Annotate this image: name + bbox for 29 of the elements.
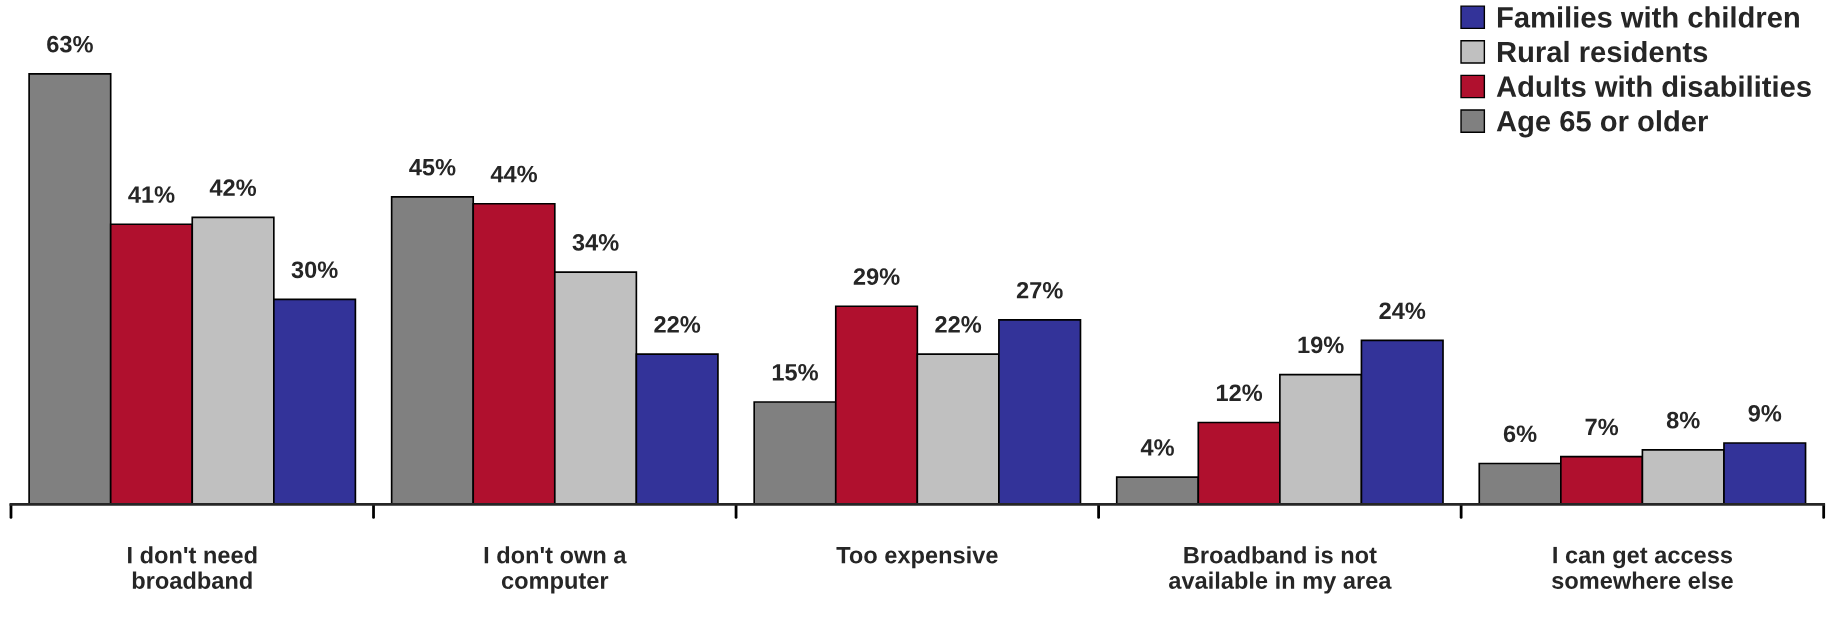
data-label: 45% <box>409 158 456 176</box>
legend-label: Age 65 or older <box>1496 110 1708 138</box>
legend-label: Adults with disabilities <box>1496 75 1811 97</box>
data-label: 15% <box>772 363 818 381</box>
data-label: 7% <box>1585 418 1619 436</box>
data-label: 9% <box>1748 404 1782 422</box>
data-label: 4% <box>1140 439 1174 456</box>
data-label: 34% <box>572 234 619 251</box>
data-label: 42% <box>209 179 257 197</box>
data-label: 30% <box>291 261 338 279</box>
x-tick-label: Broadband is not available in my area <box>1169 546 1392 594</box>
x-tick-label: I don't need broadband <box>128 546 257 589</box>
legend-label: Rural residents <box>1497 40 1708 63</box>
data-label: 44% <box>490 165 538 183</box>
data-label: 63% <box>47 35 93 53</box>
data-label: 41% <box>128 186 175 203</box>
x-tick-label: I can get access somewhere else <box>1552 546 1733 589</box>
data-label: 12% <box>1216 384 1263 402</box>
data-label: 29% <box>853 268 900 285</box>
data-label: 22% <box>654 316 701 333</box>
data-label: 27% <box>1016 281 1063 299</box>
data-label: 19% <box>1298 336 1344 354</box>
x-tick-label: I don't own a computer <box>484 546 627 594</box>
x-tick-label: Too expensive <box>836 546 998 569</box>
data-label: 22% <box>935 316 982 333</box>
legend-label: Families with children <box>1497 6 1799 28</box>
data-label: 24% <box>1379 302 1426 320</box>
data-label: 6% <box>1503 425 1537 443</box>
data-label: 8% <box>1666 411 1700 429</box>
